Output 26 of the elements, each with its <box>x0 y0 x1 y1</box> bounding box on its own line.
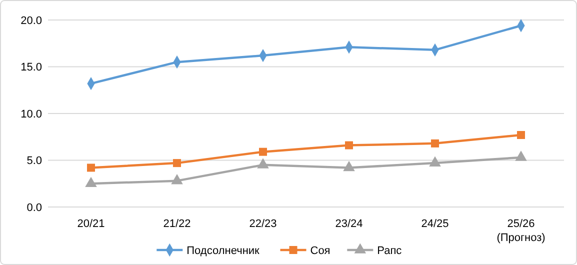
x-tick-label: 23/24 <box>335 218 363 230</box>
y-tick-label: 10.0 <box>20 108 42 120</box>
y-tick-label: 20.0 <box>20 14 42 27</box>
y-tick-label: 5.0 <box>26 155 42 168</box>
y-tick-label: 15.0 <box>20 62 42 74</box>
point <box>431 139 439 148</box>
x-tick-label: 21/22 <box>163 218 191 230</box>
point <box>173 159 181 168</box>
x-tick-label: 20/21 <box>77 218 105 230</box>
point <box>85 176 97 188</box>
point <box>345 141 353 150</box>
point <box>517 131 525 140</box>
point <box>87 164 95 172</box>
point <box>259 148 267 156</box>
x-tick-label: 24/25 <box>421 218 449 230</box>
point <box>171 174 183 184</box>
legend-label: Рапс <box>377 244 402 257</box>
x-tick-label: 22/23 <box>249 218 277 230</box>
point <box>343 160 355 172</box>
legend-label: Соя <box>310 244 330 257</box>
point <box>429 156 441 166</box>
point <box>515 150 527 161</box>
legend-label: Подсолнечник <box>186 244 260 257</box>
y-tick-label: 0.0 <box>26 202 42 214</box>
point <box>257 158 269 168</box>
x-tick-label: 25/26 (Прогноз) <box>496 218 546 244</box>
